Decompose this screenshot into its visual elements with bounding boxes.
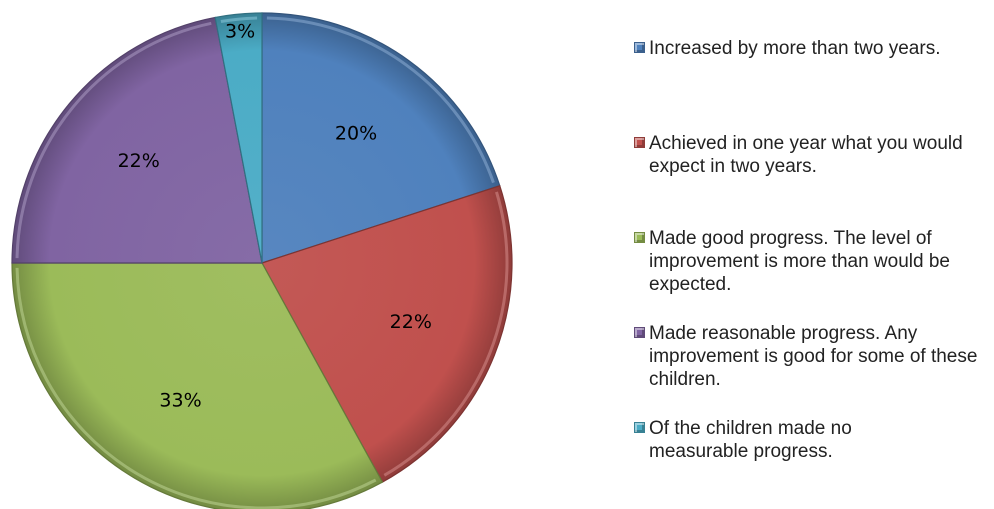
pie-slice-highlight: [266, 16, 495, 184]
pie-slice-highlight: [220, 16, 258, 23]
legend-label: Achieved in one year what you would expe…: [649, 133, 963, 177]
legend-item: Increased by more than two years.: [634, 37, 949, 60]
pie-slice-highlight: [383, 191, 509, 477]
legend-item: Achieved in one year what you would expe…: [634, 132, 984, 178]
pie-data-label: 20%: [335, 123, 377, 145]
pie-slice-highlight: [15, 21, 212, 259]
legend-swatch: [634, 137, 645, 148]
legend-swatch: [634, 232, 645, 243]
pie-data-labels: 20% 22% 33% 22% 3%: [118, 21, 432, 412]
pie-slices: [11, 12, 513, 509]
legend-item: Of the children made no measurable progr…: [634, 417, 949, 463]
legend-item: Made good progress. The level of improve…: [634, 227, 989, 296]
legend-item: Made reasonable progress. Any improvemen…: [634, 322, 994, 391]
legend-label: Of the children made no measurable progr…: [649, 418, 852, 462]
pie-slice: [11, 16, 263, 264]
pie-data-label: 33%: [159, 390, 201, 412]
legend-swatch: [634, 422, 645, 433]
pie-data-label: 22%: [390, 311, 432, 333]
legend-swatch: [634, 42, 645, 53]
chart-legend: Increased by more than two years. Achiev…: [634, 0, 989, 509]
pie-slice: [214, 12, 263, 264]
legend-swatch: [634, 327, 645, 338]
pie-data-label: 3%: [225, 21, 255, 43]
pie-slice: [261, 184, 513, 483]
legend-label: Made good progress. The level of improve…: [649, 228, 950, 295]
pie-slice-highlight: [15, 267, 377, 509]
legend-label: Increased by more than two years.: [649, 38, 941, 59]
legend-label: Made reasonable progress. Any improvemen…: [649, 323, 978, 390]
pie-slice: [261, 12, 501, 264]
pie-data-label: 22%: [118, 150, 160, 172]
pie-slice: [11, 262, 384, 509]
